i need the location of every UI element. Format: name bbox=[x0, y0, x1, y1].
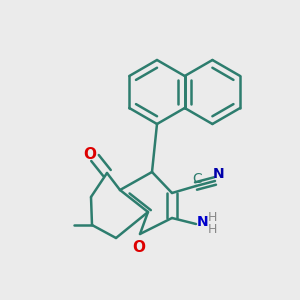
Text: O: O bbox=[132, 240, 145, 255]
Text: C: C bbox=[193, 172, 202, 186]
Text: O: O bbox=[83, 148, 96, 163]
Text: H: H bbox=[208, 223, 218, 236]
Text: N: N bbox=[213, 167, 224, 182]
Text: N: N bbox=[197, 215, 209, 230]
Text: H: H bbox=[208, 211, 218, 224]
